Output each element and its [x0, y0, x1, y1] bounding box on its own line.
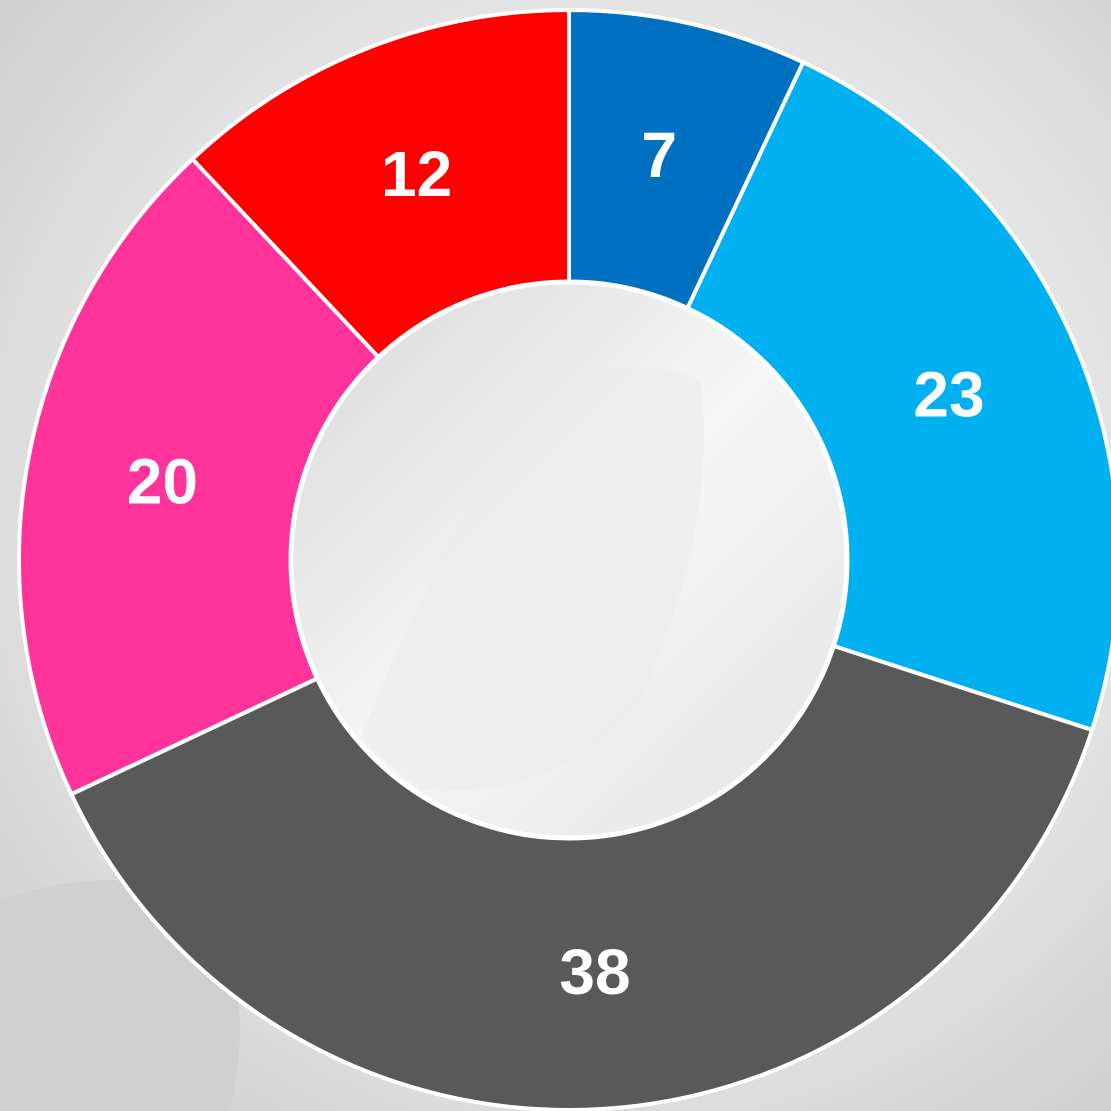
data-label: 7 [642, 119, 678, 191]
data-labels: 7 23 38 20 12 [127, 119, 985, 1008]
data-label: 12 [381, 138, 452, 210]
data-label: 38 [559, 936, 630, 1008]
data-label: 20 [127, 445, 198, 517]
donut-slices [17, 7, 1111, 1111]
hole-photo [360, 366, 704, 791]
data-label: 23 [913, 358, 984, 430]
